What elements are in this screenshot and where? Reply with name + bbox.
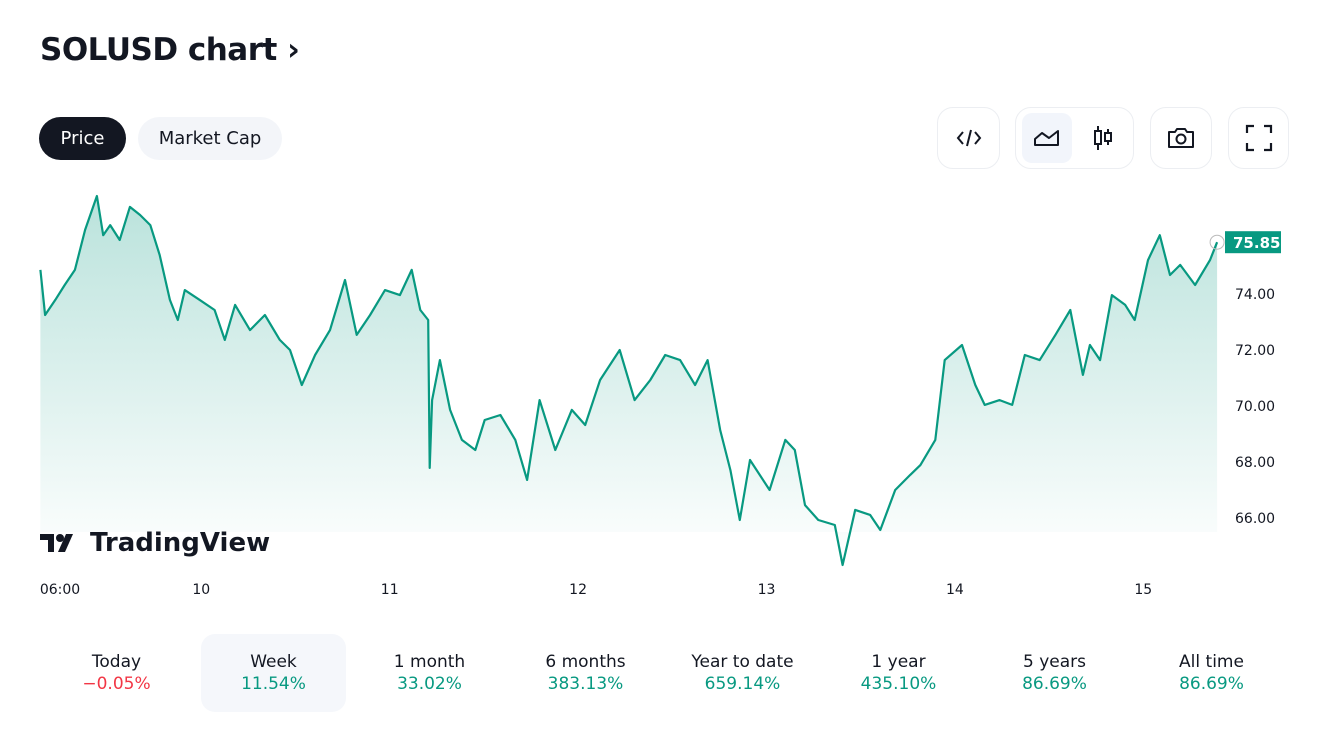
y-tick-label: 68.00	[1235, 455, 1275, 471]
period-all-time[interactable]: All time 86.69%	[1139, 634, 1284, 712]
price-line	[39, 194, 1219, 567]
x-tick-label: 15	[1134, 582, 1152, 598]
period-year-to-date[interactable]: Year to date 659.14%	[670, 634, 815, 712]
tab-market-cap[interactable]: Market Cap	[138, 117, 282, 160]
embed-code-icon	[944, 113, 994, 163]
x-tick-label: 12	[569, 582, 587, 598]
tradingview-logo-icon	[40, 534, 73, 552]
x-tick-label: 10	[192, 582, 210, 598]
screenshot-button[interactable]	[1150, 107, 1212, 169]
tab-price[interactable]: Price	[39, 117, 126, 160]
y-tick-label: 72.00	[1235, 343, 1275, 359]
period-change: −0.05%	[82, 674, 151, 694]
period-change: 86.69%	[1022, 674, 1087, 694]
x-tick-label: 13	[758, 582, 776, 598]
y-tick-label: 66.00	[1235, 511, 1275, 527]
last-price-badge	[1225, 231, 1281, 254]
period-label: All time	[1179, 652, 1244, 672]
period-change: 11.54%	[241, 674, 306, 694]
period-label: 5 years	[1022, 652, 1086, 672]
last-price-marker	[1209, 234, 1225, 250]
tradingview-logo-text: TradingView	[90, 528, 271, 558]
y-tick-label: 70.00	[1235, 399, 1275, 415]
period-1-month[interactable]: 1 month 33.02%	[357, 634, 502, 712]
last-price-label: 75.85	[1233, 234, 1280, 252]
tradingview-logo[interactable]: TradingView	[40, 528, 270, 558]
period-5-years[interactable]: 5 years 86.69%	[982, 634, 1127, 712]
period-label: 6 months	[545, 652, 626, 672]
embed-button[interactable]	[937, 107, 1000, 169]
page-title[interactable]: SOLUSD chart ›	[40, 32, 300, 68]
x-tick-label: 11	[381, 582, 399, 598]
period-change: 33.02%	[397, 674, 462, 694]
x-tick-label: 14	[946, 582, 964, 598]
period-label: Week	[250, 652, 297, 672]
period-label: 1 month	[393, 652, 466, 672]
fullscreen-button[interactable]	[1228, 107, 1289, 169]
period-label: Year to date	[691, 652, 794, 672]
period-week[interactable]: Week 11.54%	[201, 634, 346, 712]
period-label: 1 year	[871, 652, 926, 672]
camera-icon	[1156, 113, 1206, 163]
chart-type-group	[1015, 107, 1134, 169]
period-change: 383.13%	[547, 674, 624, 694]
period-change: 435.10%	[860, 674, 937, 694]
area-chart-button[interactable]	[1021, 113, 1072, 163]
period-label: Today	[91, 652, 142, 672]
fullscreen-icon	[1234, 113, 1284, 163]
price-chart[interactable]: 66.00 68.00 70.00 72.00 74.00 75.85 06:00 10 11 1…	[0, 0, 1333, 620]
period-today[interactable]: Today −0.05%	[44, 634, 189, 712]
period-change: 659.14%	[704, 674, 781, 694]
period-6-months[interactable]: 6 months 383.13%	[513, 634, 658, 712]
period-change: 86.69%	[1179, 674, 1244, 694]
candlestick-button[interactable]	[1078, 113, 1128, 163]
period-1-year[interactable]: 1 year 435.10%	[826, 634, 971, 712]
y-tick-label: 74.00	[1235, 287, 1275, 303]
x-tick-label: 06:00	[40, 582, 80, 598]
